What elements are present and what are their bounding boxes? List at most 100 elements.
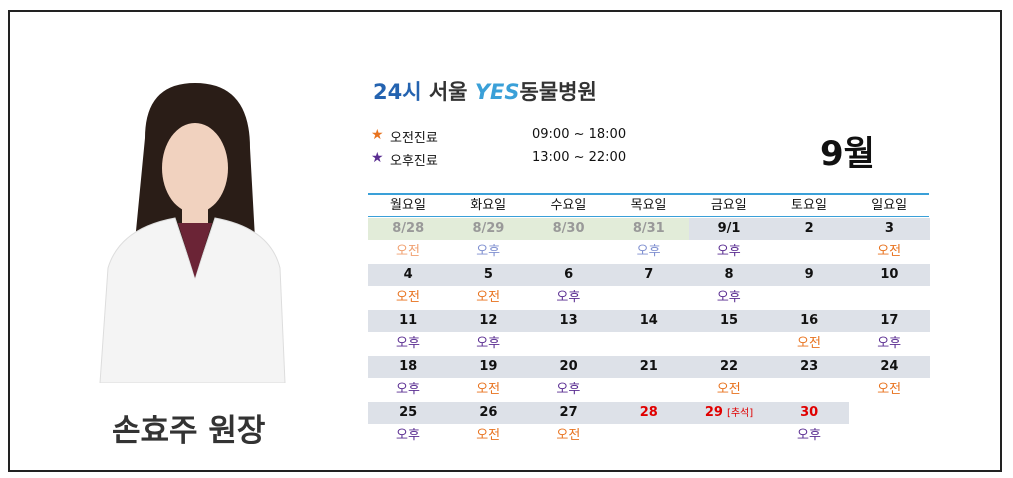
date: 3 [884, 221, 894, 236]
date-cell: 8/31 [608, 218, 689, 240]
date-cell: 8/30 [528, 218, 609, 240]
date-cell: 2 [769, 218, 850, 240]
date: 26 [479, 405, 498, 420]
legend-star: ★ [371, 150, 384, 166]
month: 9월 [820, 134, 875, 174]
shift: 오전 [877, 382, 902, 397]
date-cell: 4 [368, 264, 449, 286]
date-cell: 9/1 [688, 218, 770, 240]
date: 19 [479, 359, 498, 374]
date: 2 [804, 221, 814, 236]
shift: 오후 [396, 336, 420, 351]
logo: 24시 서울 YES동물병원 [373, 76, 597, 106]
weekday-header: 수요일 [550, 198, 587, 213]
shift: 오전 [396, 290, 420, 305]
date-cell: 28 [608, 402, 689, 424]
date: 24 [880, 359, 899, 374]
date-cell: 19 [448, 356, 529, 378]
date: 8/31 [632, 221, 665, 236]
weekday-header: 일요일 [871, 198, 908, 213]
frame [8, 10, 1002, 472]
weekday-header: 목요일 [630, 198, 667, 213]
date: 12 [479, 313, 498, 328]
date: 8/30 [552, 221, 585, 236]
date-cell: 7 [608, 264, 689, 286]
shift: 오전 [797, 336, 821, 351]
date: 22 [719, 359, 739, 374]
legend-hours: 13:00 ~ 22:00 [532, 150, 627, 165]
date: 18 [399, 359, 418, 374]
date: 20 [559, 359, 578, 374]
shift: 오후 [396, 428, 420, 443]
date: 9/1 [717, 221, 741, 236]
date: 30 [800, 405, 819, 420]
date-cell: 8/28 [368, 218, 449, 240]
shift: 오전 [396, 244, 420, 259]
date-cell: 25 [368, 402, 449, 424]
date-cell: 24 [849, 356, 930, 378]
date-cell: 8 [688, 264, 770, 286]
shift: 오후 [556, 382, 581, 397]
shift: 오전 [476, 428, 501, 443]
doctor-photo [99, 83, 286, 383]
date: 9 [804, 267, 814, 282]
legend-label: 오전진료 [390, 131, 438, 146]
shift: 오전 [476, 382, 501, 397]
legend-hours: 09:00 ~ 18:00 [532, 127, 627, 142]
doctor-name: 손효주 원장 [112, 413, 266, 449]
date-cell: 23 [769, 356, 850, 378]
weekday-header: 화요일 [470, 198, 507, 213]
date-cell: 20 [528, 356, 609, 378]
date: 13 [559, 313, 578, 328]
shift: 오전 [716, 382, 741, 397]
date-cell: 29 [추석] [688, 402, 770, 424]
logo-prefix: 24시 [373, 80, 422, 104]
date-cell: 26 [448, 402, 529, 424]
date-cell: 9 [769, 264, 850, 286]
date-cell: 18 [368, 356, 449, 378]
shift: 오전 [476, 290, 501, 305]
date-cell: 10 [849, 264, 930, 286]
date: 16 [800, 313, 819, 328]
date-cell: 6 [528, 264, 609, 286]
date: 17 [880, 313, 899, 328]
shift: 오후 [396, 382, 420, 397]
date: 5 [483, 267, 493, 282]
date: 11 [399, 313, 418, 328]
date: 6 [564, 267, 574, 282]
shift: 오후 [476, 244, 501, 259]
date-cell: 17 [849, 310, 930, 332]
shift: 오전 [877, 244, 902, 259]
date-cell: 16 [769, 310, 850, 332]
date: 27 [559, 405, 578, 420]
date: 8/29 [472, 221, 505, 236]
shift: 오전 [556, 428, 581, 443]
holiday-note: [추석] [726, 408, 754, 419]
shift: 오후 [476, 336, 501, 351]
shift: 오후 [636, 244, 661, 259]
shift: 오후 [877, 336, 902, 351]
date-cell: 11 [368, 310, 449, 332]
legend-label: 오후진료 [390, 154, 438, 169]
shift: 오후 [797, 428, 821, 443]
date-cell: 27 [528, 402, 609, 424]
shift: 오후 [716, 290, 741, 305]
shift: 오후 [716, 244, 741, 259]
date-cell: 5 [448, 264, 529, 286]
weekday-header: 월요일 [390, 198, 426, 213]
date: 4 [403, 267, 413, 282]
date: 8/28 [392, 221, 425, 236]
header-rule [368, 193, 929, 195]
date-cell: 3 [849, 218, 930, 240]
date-cell: 13 [528, 310, 609, 332]
date: 15 [719, 313, 739, 328]
date: 29 [704, 405, 723, 420]
shift: 오후 [556, 290, 581, 305]
date: 7 [644, 267, 654, 282]
logo-brand: YES [474, 80, 520, 104]
date-cell: 21 [608, 356, 689, 378]
legend-star: ★ [371, 127, 384, 143]
date: 14 [639, 313, 658, 328]
date: 25 [399, 405, 418, 420]
